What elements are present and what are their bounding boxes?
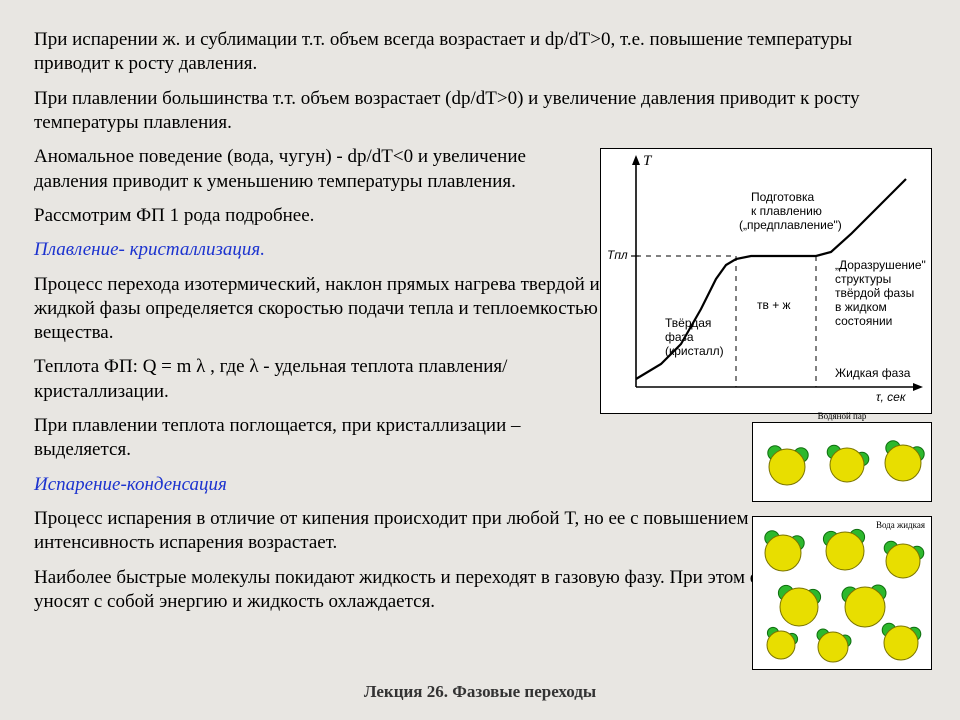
- svg-text:структуры: структуры: [835, 272, 891, 286]
- svg-text:в жидком: в жидком: [835, 300, 887, 314]
- vapor-label: Водяной пар: [753, 411, 931, 421]
- phase-graph: T τ, сек Tпл Подготовкак плавлению(„пред…: [600, 148, 932, 414]
- vapor-svg: [753, 423, 931, 501]
- para-melting-most: При плавлении большинства т.т. объем воз…: [34, 87, 914, 136]
- x-axis-label: τ, сек: [876, 390, 907, 404]
- liquid-svg: [753, 517, 931, 669]
- heading-melting-cryst: Плавление- кристаллизация.: [34, 238, 574, 262]
- heading-evap-cond: Испарение-конденсация: [34, 473, 574, 497]
- svg-text:к плавлению: к плавлению: [751, 204, 822, 218]
- graph-annotations: Подготовкак плавлению(„предплавление") тв…: [665, 190, 926, 380]
- footer-lecture-title: Лекция 26. Фазовые переходы: [0, 682, 960, 702]
- para-evap-subl: При испарении ж. и сублимации т.т. объем…: [34, 28, 914, 77]
- svg-text:(кристалл): (кристалл): [665, 344, 724, 358]
- para-consider: Рассмотрим ФП 1 рода подробнее.: [34, 204, 574, 228]
- para-heat-formula: Теплота ФП: Q = m λ , где λ - удельная т…: [34, 355, 574, 404]
- liquid-water-illustration: Вода жидкая: [752, 516, 932, 670]
- para-heat-absorb: При плавлении теплота поглощается, при к…: [34, 414, 614, 463]
- svg-text:(„предплавление"): („предплавление"): [739, 218, 842, 232]
- water-vapor-illustration: Водяной пар: [752, 422, 932, 502]
- svg-text:Подготовка: Подготовка: [751, 190, 814, 204]
- svg-text:„Доразрушение": „Доразрушение": [835, 258, 926, 272]
- para-evap-any-T: Процесс испарения в отличие от кипения п…: [34, 507, 794, 556]
- svg-text:Жидкая фаза: Жидкая фаза: [835, 366, 911, 380]
- svg-text:Твёрдая: Твёрдая: [665, 316, 711, 330]
- liquid-label: Вода жидкая: [876, 520, 925, 530]
- y-tick-label: Tпл: [607, 248, 628, 262]
- svg-text:тв + ж: тв + ж: [757, 298, 791, 312]
- svg-text:состоянии: состоянии: [835, 314, 892, 328]
- para-fast-molecules: Наиболее быстрые молекулы покидают жидко…: [34, 566, 794, 615]
- slide: При испарении ж. и сублимации т.т. объем…: [0, 0, 960, 720]
- svg-text:фаза: фаза: [665, 330, 694, 344]
- para-anomalous: Аномальное поведение (вода, чугун) - dp/…: [34, 145, 574, 194]
- para-isothermal: Процесс перехода изотермический, наклон …: [34, 273, 614, 346]
- y-axis-label: T: [643, 153, 653, 169]
- phase-graph-svg: T τ, сек Tпл Подготовкак плавлению(„пред…: [601, 149, 931, 413]
- svg-text:твёрдой фазы: твёрдой фазы: [835, 286, 914, 300]
- graph-guides: [636, 256, 816, 387]
